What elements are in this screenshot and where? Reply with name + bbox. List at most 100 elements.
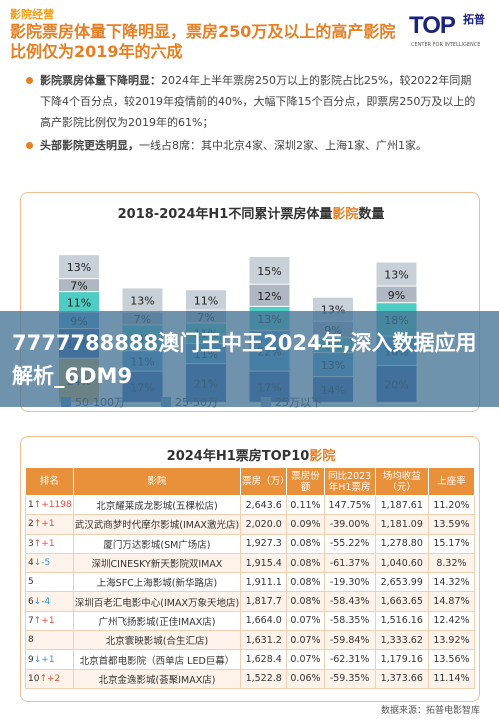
arrow-up-icon: ↑	[39, 673, 47, 684]
avg-cell: 1,516.16	[374, 610, 429, 632]
rank-cell: 6↓-4	[25, 591, 74, 612]
avg-cell: 1,181.09	[374, 514, 429, 535]
bar-data-label: 9%	[388, 289, 405, 302]
rank-cell: 10↑+2	[25, 668, 74, 689]
rank-change: +2	[47, 673, 61, 684]
yoy-cell: 147.75%	[323, 494, 376, 516]
share-cell: 0.07%	[286, 630, 325, 651]
arrow-up-icon: ↑	[33, 615, 42, 626]
yoy-cell: -58.35%	[323, 610, 376, 632]
rank-change: +1198	[41, 500, 72, 511]
box-cell: 1,631.2	[240, 630, 288, 651]
share-cell: 0.11%	[286, 494, 325, 516]
yoy-cell: -58.43%	[323, 591, 376, 612]
box-cell: 1,664.0	[240, 610, 288, 632]
rank-change: +1	[41, 519, 55, 530]
rank-cell: 9↓+1	[25, 649, 74, 670]
section-label: 影院经营	[10, 8, 54, 21]
header: 影院经营 影院票房体量下降明显，票房250万及以上的高产影院比例仅为2019年的…	[0, 0, 499, 70]
bullet-item: 影院票房体量下降明显：2024年上半年票房250万以上的影院占比25%，较202…	[20, 70, 480, 133]
avg-cell: 1,187.61	[374, 494, 429, 516]
logo-text: TOP	[409, 12, 456, 39]
rank-number: 3	[28, 538, 34, 549]
arrow-down-icon: ↓	[33, 558, 42, 569]
col-header-cinema: 影院	[72, 467, 242, 496]
bar-segment	[376, 262, 417, 286]
chart-title-pre: 2018-2024年H1不同累计票房体量	[117, 207, 333, 222]
overlay-banner: 7777788888澳门王中王2024年,深入数据应用解析_6DM9	[0, 311, 499, 407]
bar-segment	[122, 288, 163, 312]
box-cell: 1,522.8	[240, 668, 288, 689]
bar-data-label: 13%	[130, 294, 154, 307]
col-header-share: 票房份额	[286, 467, 325, 496]
bar-segment	[59, 292, 99, 312]
table-row: 7↑+1 广州飞扬影城(正佳IMAX店) 1,664.0 0.07% -58.35% 1,…	[25, 610, 476, 632]
arrow-down-icon: ↓	[33, 596, 42, 607]
bar-data-label: 13%	[67, 261, 91, 274]
occ-cell: 14.87%	[427, 591, 476, 612]
bar-segment	[249, 284, 290, 306]
yoy-cell: -59.84%	[323, 630, 376, 651]
yoy-cell: -19.30%	[323, 572, 376, 593]
bar-data-label: 7%	[70, 280, 87, 293]
box-cell: 1,927.3	[240, 533, 288, 554]
occ-cell: 15.17%	[427, 533, 476, 554]
col-header-yoy: 同比2023年H1票房	[323, 467, 376, 496]
table-row: 2↑+1 武汉武商梦时代摩尔影城(IMAX激光店) 2,020.0 0.09% -39.…	[25, 514, 476, 535]
bar-segment	[186, 290, 226, 310]
rank-cell: 2↑+1	[25, 514, 74, 535]
table-title: 2024年H1票房TOP10影院	[21, 445, 481, 464]
occ-cell: 13.59%	[427, 514, 476, 535]
rank-number: 5	[28, 577, 34, 588]
yoy-cell: -39.00%	[323, 514, 376, 535]
rank-number: 4	[28, 558, 34, 569]
box-cell: 1,628.4	[240, 649, 288, 670]
rank-number: 9	[28, 654, 34, 665]
bullet-text: 一线占8席：其中北京4家、深圳2家、上海1家、广州1家。	[139, 139, 427, 152]
cinema-cell: 上海SFC上海影城(新华路店)	[72, 572, 242, 593]
bullet-dot-icon	[26, 77, 33, 84]
occ-cell: 11.20%	[427, 494, 476, 516]
yoy-cell: -59.35%	[323, 668, 376, 689]
rank-cell: 1↑+1198	[25, 494, 74, 516]
col-header-occ: 上座率	[427, 467, 476, 496]
rank-number: 6	[28, 596, 34, 607]
rank-cell: 7↑+1	[25, 610, 74, 632]
share-cell: 0.08%	[286, 572, 325, 593]
share-cell: 0.08%	[286, 552, 325, 574]
avg-cell: 1,278.80	[374, 533, 429, 554]
yoy-cell: -62.31%	[323, 649, 376, 670]
table-row: 6↓-4 深圳百老汇电影中心(IMAX万象天地店) 1,817.7 0.08% -58.…	[25, 591, 476, 612]
share-cell: 0.09%	[286, 514, 325, 535]
arrow-down-icon: ↓	[33, 654, 42, 665]
box-cell: 1,915.4	[240, 552, 288, 574]
rank-cell: 8	[25, 630, 74, 651]
table-row: 4↓-5 深圳CINESKY新天影院双IMAX 1,915.4 0.08% -61.37…	[25, 552, 476, 574]
occ-cell: 14.32%	[427, 572, 476, 593]
bar-segment	[59, 279, 99, 292]
cinema-cell: 武汉武商梦时代摩尔影城(IMAX激光店)	[72, 514, 242, 535]
col-header-box: 票房（万）	[240, 467, 290, 496]
cinema-cell: 深圳CINESKY新天影院双IMAX	[72, 552, 242, 574]
table-row: 9↓+1 北京首都电影院（西单店 LED巨幕） 1,628.4 0.07% -62.31…	[25, 649, 476, 670]
arrow-up-icon: ↑	[33, 519, 42, 530]
box-cell: 1,911.1	[240, 572, 288, 593]
yoy-cell: -61.37%	[323, 552, 376, 574]
bullet-item: 头部影院更迭明显，一线占8席：其中北京4家、深圳2家、上海1家、广州1家。	[20, 135, 480, 156]
avg-cell: 1,040.60	[374, 552, 429, 574]
cinema-cell: 北京寰映影城(合生汇店)	[72, 630, 242, 651]
rank-number: 8	[28, 635, 34, 646]
rank-number: 7	[28, 615, 34, 626]
cinema-cell: 北京耀莱成龙影城(五棵松店)	[72, 494, 242, 516]
share-cell: 0.08%	[286, 533, 325, 554]
occ-cell: 13.56%	[427, 649, 476, 670]
top10-table: 排名 影院 票房（万） 票房份额 同比2023年H1票房 场均收益（元） 上座率…	[25, 467, 476, 689]
bullet-dot-icon	[26, 142, 33, 149]
table-title-highlight: 影院	[309, 449, 336, 464]
occ-cell: 12.42%	[427, 610, 476, 632]
table-row: 5 上海SFC上海影城(新华路店) 1,911.1 0.08% -19.30% 2,653…	[25, 572, 476, 593]
occ-cell: 11.14%	[427, 668, 476, 689]
cinema-cell: 深圳百老汇电影中心(IMAX万象天地店)	[72, 591, 242, 612]
rank-cell: 3↑+1	[25, 533, 74, 554]
rank-number: 10	[28, 673, 40, 684]
